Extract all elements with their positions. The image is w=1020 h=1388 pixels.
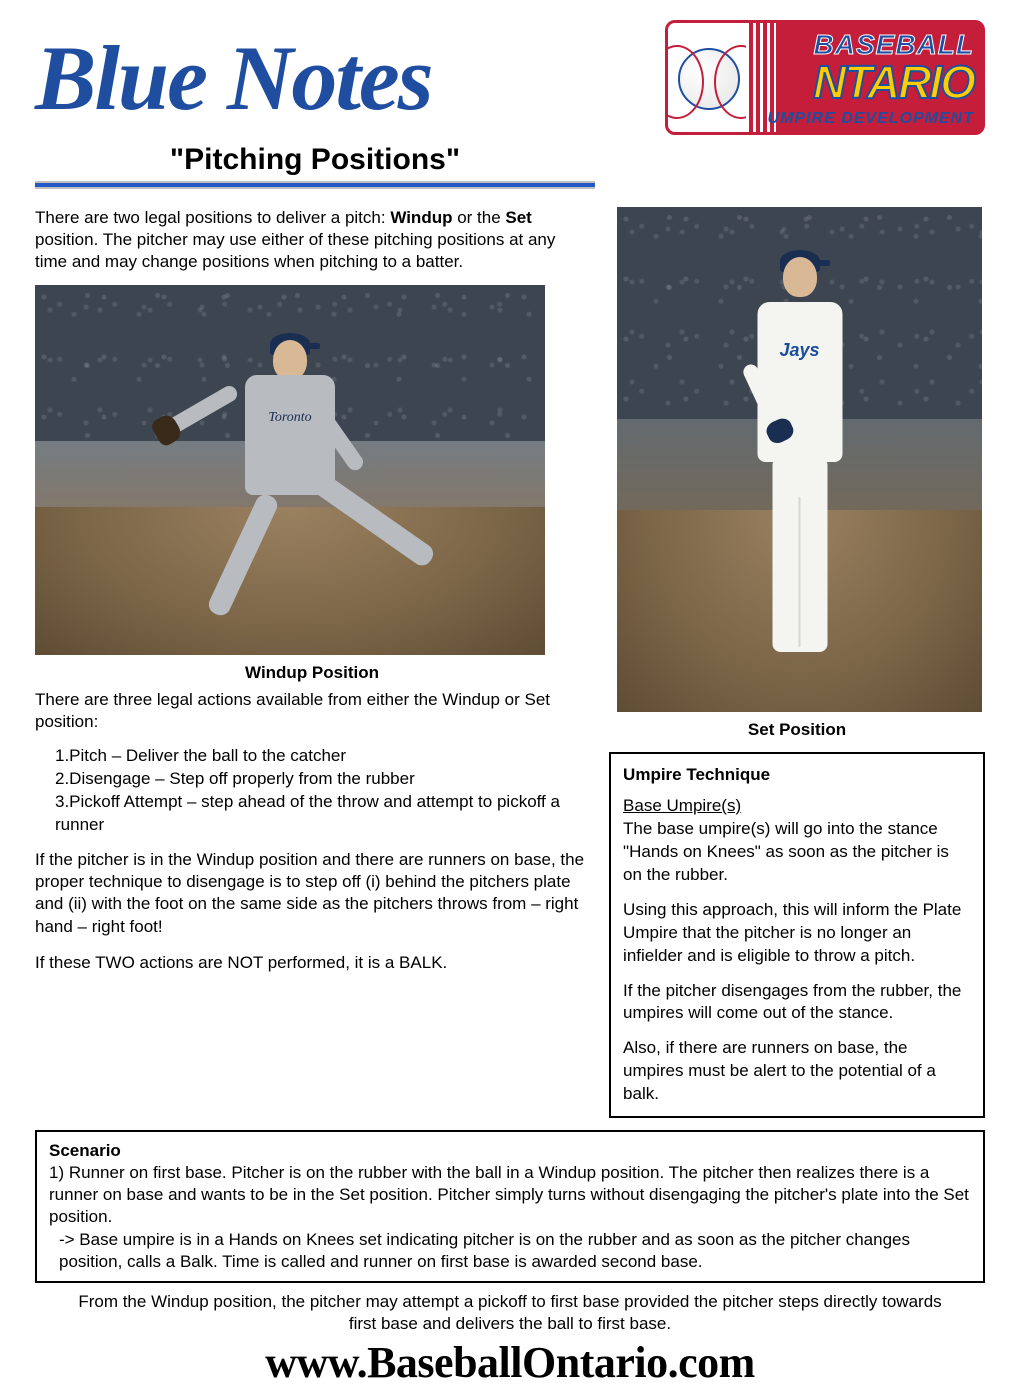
- logo-text-bot: UMPIRE DEVELOPMENT: [768, 110, 974, 128]
- jersey-logo-set: Jays: [780, 340, 820, 361]
- column-left: There are two legal positions to deliver…: [35, 207, 589, 1118]
- player-set-figure: Jays: [720, 232, 880, 682]
- action-2: 2.Disengage – Step off properly from the…: [55, 768, 589, 791]
- scenario-header: Scenario: [49, 1141, 121, 1160]
- technique-p4: Also, if there are runners on base, the …: [623, 1037, 971, 1106]
- main-title: Blue Notes: [35, 25, 432, 131]
- leg-front-shape: [206, 491, 281, 618]
- intro-b1: Windup: [390, 208, 452, 227]
- photo-windup: Toronto: [35, 285, 545, 655]
- umpire-technique-box: Umpire Technique Base Umpire(s) The base…: [609, 752, 985, 1118]
- intro-p3: position. The pitcher may use either of …: [35, 230, 555, 271]
- action-3: 3.Pickoff Attempt – step ahead of the th…: [55, 791, 589, 837]
- technique-p1: The base umpire(s) will go into the stan…: [623, 818, 971, 887]
- intro-b2: Set: [505, 208, 531, 227]
- action-1: 1.Pitch – Deliver the ball to the catche…: [55, 745, 589, 768]
- column-right: Jays Set Position Umpire Technique Base …: [609, 207, 985, 1118]
- logo: BASEBALL NTARIO UMPIRE DEVELOPMENT: [665, 20, 985, 135]
- scenario-body: 1) Runner on first base. Pitcher is on t…: [49, 1162, 971, 1272]
- head-shape: [273, 340, 307, 380]
- balk-paragraph: If these TWO actions are NOT performed, …: [35, 952, 589, 974]
- scenario-s2: -> Base umpire is in a Hands on Knees se…: [59, 1229, 971, 1273]
- website-url: www.BaseballOntario.com: [35, 1337, 985, 1388]
- technique-p2: Using this approach, this will inform th…: [623, 899, 971, 968]
- divider-bar: [35, 181, 595, 189]
- scenario-num: 1): [49, 1163, 69, 1182]
- photo-set: Jays: [617, 207, 982, 712]
- header: Blue Notes BASEBALL NTARIO UMPIRE DEVELO…: [35, 20, 985, 135]
- scenario-s1: Runner on first base. Pitcher is on the …: [49, 1163, 969, 1226]
- three-actions-intro: There are three legal actions available …: [35, 689, 589, 733]
- content-row: There are two legal positions to deliver…: [35, 207, 985, 1118]
- baseball-icon: [678, 48, 740, 110]
- legs-set-shape: [772, 457, 827, 652]
- scenario-box: Scenario 1) Runner on first base. Pitche…: [35, 1130, 985, 1283]
- logo-text-mid: NTARIO: [813, 55, 974, 109]
- intro-p2: or the: [452, 208, 505, 227]
- actions-list: 1.Pitch – Deliver the ball to the catche…: [55, 745, 589, 837]
- subtitle-bar: "Pitching Positions": [35, 143, 595, 189]
- player-windup-figure: Toronto: [200, 315, 380, 635]
- jersey-text: Toronto: [268, 410, 311, 426]
- intro-p1: There are two legal positions to deliver…: [35, 208, 390, 227]
- technique-header: Umpire Technique: [623, 764, 971, 787]
- technique-subheader: Base Umpire(s): [623, 795, 971, 818]
- disengage-paragraph: If the pitcher is in the Windup position…: [35, 849, 589, 937]
- head-shape-set: [783, 257, 817, 297]
- pickoff-note: From the Windup position, the pitcher ma…: [35, 1291, 985, 1335]
- subtitle: "Pitching Positions": [35, 143, 595, 181]
- intro-paragraph: There are two legal positions to deliver…: [35, 207, 589, 273]
- caption-windup: Windup Position: [35, 663, 589, 683]
- caption-set: Set Position: [609, 720, 985, 740]
- technique-p3: If the pitcher disengages from the rubbe…: [623, 980, 971, 1026]
